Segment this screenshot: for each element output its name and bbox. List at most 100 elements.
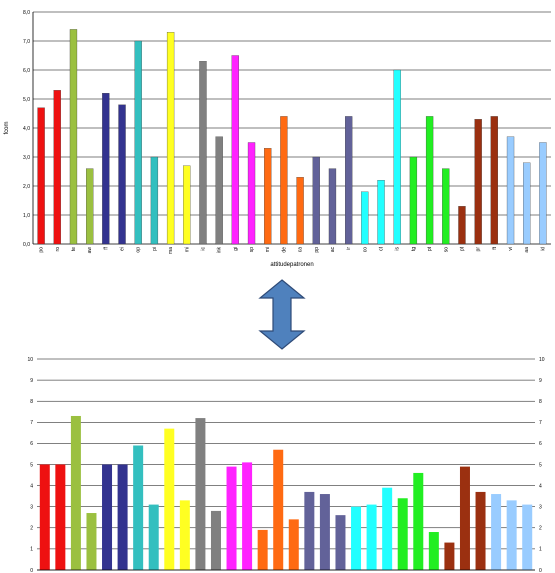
x-tick-label: te (71, 247, 77, 251)
bar (304, 491, 315, 570)
bar (393, 69, 401, 245)
x-tick-label: kl (540, 247, 546, 251)
x-tick-label: is (395, 247, 401, 251)
bar (102, 464, 113, 570)
bar (351, 506, 362, 570)
y-tick-label: 4,0 (23, 126, 30, 132)
y-tick-label-right: 6 (539, 441, 542, 447)
bar (55, 464, 66, 570)
bar (539, 142, 547, 245)
bar (86, 513, 97, 570)
y-tick-label: 3,0 (23, 155, 30, 161)
x-tick-label: ic (200, 247, 206, 251)
y-tick-label-left: 5 (30, 462, 33, 468)
bar (361, 191, 369, 245)
x-tick-label: ct (379, 246, 385, 251)
bar (150, 156, 159, 245)
x-tick-label: co (362, 247, 368, 253)
bar (522, 504, 533, 570)
bar (53, 90, 61, 245)
x-tick-label: de (281, 247, 287, 253)
y-tick-label-right: 2 (539, 526, 542, 532)
y-tick-label-left: 3 (30, 505, 33, 511)
x-axis-title: attitudepatronen (270, 262, 313, 268)
bar (37, 107, 45, 245)
x-tick-label: ro (55, 247, 61, 252)
y-tick-label-left: 2 (30, 526, 33, 532)
y-tick-label: 6,0 (23, 68, 30, 74)
y-tick-label-left: 7 (30, 420, 33, 426)
x-tick-label: ink (217, 247, 223, 254)
y-tick-label-right: 9 (539, 378, 542, 384)
bar (134, 40, 142, 245)
y-tick-label-right: 10 (539, 357, 545, 363)
bar (39, 464, 50, 570)
y-tick-label-right: 7 (539, 420, 542, 426)
y-tick-label-left: 1 (30, 547, 33, 553)
x-tick-label: ff (103, 246, 109, 249)
bar (226, 466, 237, 570)
bar (164, 428, 175, 570)
bar (166, 32, 175, 245)
bar (475, 491, 486, 570)
bar (328, 168, 337, 245)
x-tick-label: pr (476, 247, 482, 252)
y-axis-title: fcom (4, 121, 10, 134)
bar (296, 177, 304, 245)
x-tick-label: pi (152, 247, 158, 251)
x-tick-label: sp (249, 247, 255, 253)
y-tick-label-right: 0 (539, 568, 542, 573)
bar (428, 532, 439, 570)
bar (312, 156, 320, 245)
x-tick-label: ac (330, 247, 336, 253)
y-tick-label-left: 10 (27, 357, 33, 363)
x-tick-label: aw (87, 247, 93, 254)
y-tick-label-left: 0 (30, 568, 33, 573)
x-tick-label: so (443, 247, 449, 253)
y-tick-label-right: 1 (539, 547, 542, 553)
bar (117, 464, 128, 570)
x-tick-label: mi (184, 247, 190, 252)
y-tick-label-left: 9 (30, 378, 33, 384)
y-tick-label-left: 6 (30, 441, 33, 447)
bar (179, 500, 190, 570)
bar (231, 55, 239, 245)
bar (86, 168, 94, 245)
x-tick-label: ma (168, 247, 174, 254)
bar (70, 415, 81, 570)
bar (442, 168, 450, 245)
bar (210, 510, 221, 570)
bar (459, 466, 470, 570)
x-tick-label: po (39, 247, 45, 253)
bar (69, 29, 78, 245)
y-tick-label: 8,0 (23, 10, 30, 16)
bar (118, 104, 126, 245)
bar (397, 498, 408, 570)
y-tick-label: 0,0 (23, 242, 30, 248)
bar (288, 519, 299, 570)
y-tick-label: 2,0 (23, 184, 30, 190)
bar (345, 116, 353, 245)
bar (490, 116, 498, 245)
top-bar-chart: 0,0 1,0 2,0 3,0 4,0 5,0 6,0 7,0 8,0 po ro te aw ff ei o… (4, 10, 551, 268)
y-tick-label-right: 5 (539, 462, 542, 468)
bar (335, 515, 346, 570)
bar (195, 418, 206, 570)
bar (413, 472, 424, 570)
bar (319, 494, 330, 570)
bar (382, 487, 393, 570)
y-tick-label-left: 4 (30, 483, 33, 489)
y-tick-label: 1,0 (23, 213, 30, 219)
bar (506, 500, 517, 570)
y-tick-label: 5,0 (23, 97, 30, 103)
bar (102, 93, 110, 245)
x-tick-label: aa (524, 247, 530, 253)
bar (242, 462, 253, 570)
y-tick-label-right: 3 (539, 505, 542, 511)
x-tick-label: vi (508, 247, 514, 251)
y-tick-label: 7,0 (23, 39, 30, 45)
x-tick-label: ca (298, 247, 304, 253)
bar (199, 61, 207, 245)
x-tick-label: tg (411, 247, 417, 251)
double-arrow-shape (258, 279, 306, 350)
